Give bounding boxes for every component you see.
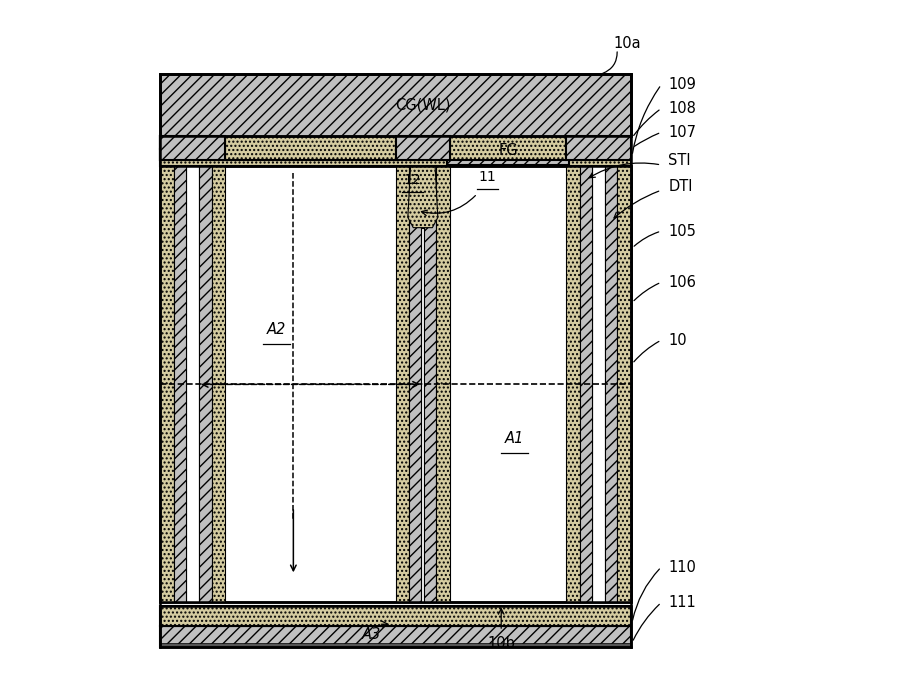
Bar (161, 153, 174, 602)
Bar (161, 149, 630, 166)
Bar (161, 642, 630, 646)
Bar (580, 153, 592, 602)
Bar (186, 153, 200, 602)
Text: 10: 10 (668, 333, 687, 348)
Text: A1: A1 (505, 431, 524, 447)
Bar (617, 153, 630, 602)
Bar (161, 135, 630, 159)
Bar (161, 166, 630, 602)
Bar (422, 153, 424, 602)
Text: 106: 106 (668, 275, 696, 290)
Bar (211, 153, 225, 602)
Bar (395, 135, 450, 159)
Bar (161, 74, 630, 135)
Bar (424, 153, 436, 602)
Bar (454, 164, 562, 166)
Text: 107: 107 (668, 125, 697, 139)
Bar (161, 627, 630, 646)
Bar (436, 153, 450, 602)
Bar (161, 606, 630, 627)
Text: 105: 105 (668, 223, 696, 238)
Bar (161, 135, 630, 149)
Bar (592, 153, 605, 602)
Bar (161, 166, 630, 602)
Text: 110: 110 (668, 559, 696, 574)
Text: 111: 111 (668, 595, 696, 610)
Bar (395, 153, 409, 602)
Bar (409, 153, 422, 602)
Text: 10a: 10a (614, 36, 641, 51)
Text: FG: FG (498, 143, 518, 158)
Bar (161, 606, 630, 646)
Text: A3: A3 (362, 627, 381, 642)
Bar (225, 135, 395, 159)
Bar (200, 153, 211, 602)
Text: 11: 11 (479, 170, 496, 183)
Bar (161, 74, 630, 135)
Bar (450, 135, 566, 159)
Text: DTI: DTI (668, 179, 693, 194)
Bar (566, 153, 580, 602)
Polygon shape (408, 166, 438, 227)
Bar (422, 166, 424, 227)
Text: 10b: 10b (487, 636, 515, 651)
Text: STI: STI (668, 153, 691, 168)
Bar (174, 153, 186, 602)
Bar (446, 135, 570, 165)
Text: 109: 109 (668, 77, 696, 92)
Bar (161, 135, 225, 159)
Text: A2: A2 (267, 322, 286, 337)
Bar (566, 135, 630, 159)
Bar (605, 153, 617, 602)
Text: 12: 12 (404, 173, 422, 187)
Text: 108: 108 (668, 101, 696, 116)
Text: CG(WL): CG(WL) (395, 98, 451, 113)
